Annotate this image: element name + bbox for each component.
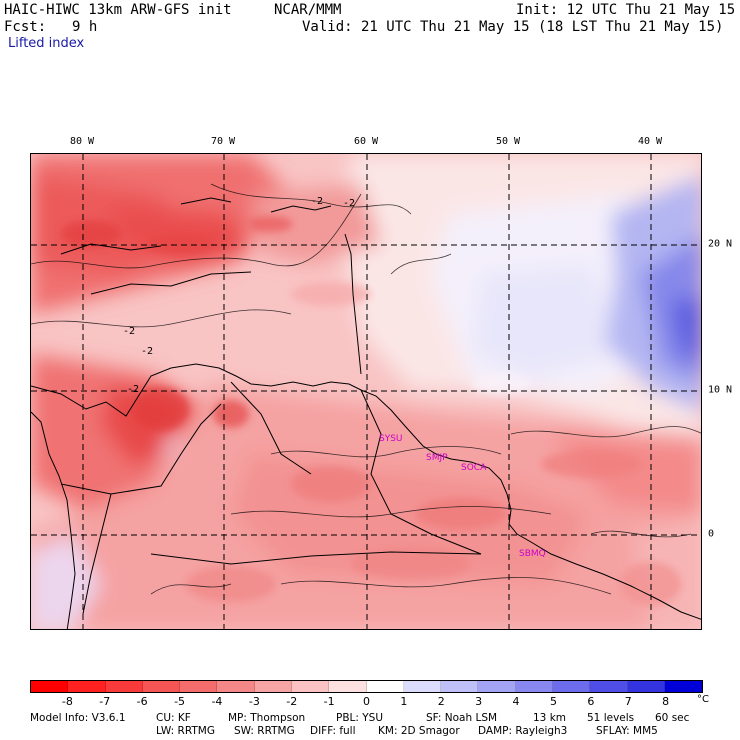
station-label-soca: SOCA <box>461 463 487 473</box>
model-info-diff: DIFF: full <box>310 725 356 737</box>
contour-label: -2 <box>141 346 153 357</box>
field-texture <box>61 216 681 606</box>
legend-swatch <box>366 681 404 692</box>
legend-swatch <box>31 681 69 692</box>
legend-tick-label: -6 <box>136 695 148 708</box>
legend-tick-label: -3 <box>248 695 260 708</box>
model-title: HAIC-HIWC 13km ARW-GFS init <box>4 2 232 18</box>
model-info-timestep: 60 sec <box>655 712 690 724</box>
contour-label: -2 <box>311 196 323 207</box>
legend-tick-label: 1 <box>400 695 408 708</box>
model-info-levels: 51 levels <box>587 712 635 724</box>
legend-tick-label: -5 <box>174 695 186 708</box>
color-legend <box>30 680 703 693</box>
field-name: Lifted index <box>8 36 85 51</box>
station-label-sysu: SYSU <box>379 434 403 444</box>
legend-tick-label: 6 <box>587 695 595 708</box>
model-info-cu: CU: KF <box>156 712 191 724</box>
model-info-lw: LW: RRTMG <box>156 725 215 737</box>
legend-swatch <box>515 681 553 692</box>
legend-swatch <box>478 681 516 692</box>
lat-label-20n: 20 N <box>708 238 733 250</box>
legend-tick-label: -8 <box>61 695 73 708</box>
legend-tick-label: 8 <box>662 695 670 708</box>
legend-swatch <box>441 681 479 692</box>
station-label-sbmq: SBMQ <box>519 549 546 559</box>
legend-swatch <box>142 681 181 692</box>
model-info-damp: DAMP: Rayleigh3 <box>478 725 568 737</box>
lon-label-60w: 60 W <box>353 136 379 147</box>
legend-tick-label: -1 <box>323 695 335 708</box>
model-info-sflay: SFLAY: MM5 <box>596 725 658 737</box>
station-label-smjp: SMJP <box>426 453 448 463</box>
legend-tick-label: 4 <box>512 695 520 708</box>
legend-swatch <box>329 681 367 692</box>
legend-tick-label: -4 <box>211 695 223 708</box>
legend-tick-label: 7 <box>624 695 632 708</box>
legend-swatch <box>291 681 330 692</box>
lon-label-70w: 70 W <box>210 136 236 147</box>
legend-swatch <box>627 681 665 692</box>
org-label: NCAR/MMM <box>274 2 342 18</box>
lat-label-10n: 10 N <box>708 384 733 396</box>
lon-label-50w: 50 W <box>495 136 521 147</box>
legend-swatch <box>105 681 143 692</box>
latlon-grid <box>31 154 701 629</box>
lon-label-80w: 80 W <box>69 136 95 147</box>
legend-swatch <box>254 681 292 692</box>
legend-tick-label: -7 <box>99 695 111 708</box>
model-info-km: KM: 2D Smagor <box>378 725 460 737</box>
coastlines <box>31 197 701 629</box>
model-info-version: Model Info: V3.6.1 <box>30 712 126 724</box>
unit-label: °C <box>697 694 709 705</box>
model-info-pbl: PBL: YSU <box>336 712 384 724</box>
legend-swatch <box>664 681 703 692</box>
valid-time: Valid: 21 UTC Thu 21 May 15 (18 LST Thu … <box>302 19 724 35</box>
contour-label: -2 <box>343 198 355 209</box>
legend-tick-label: 3 <box>475 695 483 708</box>
lat-label-0: 0 <box>708 528 715 540</box>
legend-swatch <box>180 681 218 692</box>
contour-labels: -2 -2 -2 -2 -2 <box>123 196 355 395</box>
legend-tick-label: 5 <box>549 695 557 708</box>
legend-swatch <box>68 681 106 692</box>
legend-swatch <box>590 681 628 692</box>
contour-label: -2 <box>123 326 135 337</box>
model-info-sw: SW: RRTMG <box>234 725 295 737</box>
contours <box>31 183 701 595</box>
contour-label: -2 <box>127 384 139 395</box>
lifted-index-map: -2 -2 -2 -2 -2 SYSU SMJP SOCA SBMQ <box>30 153 702 630</box>
legend-tick-label: -2 <box>286 695 298 708</box>
lon-label-40w: 40 W <box>637 136 663 147</box>
station-labels: SYSU SMJP SOCA SBMQ <box>379 434 546 559</box>
legend-tick-label: 0 <box>363 695 370 708</box>
legend-swatch <box>217 681 255 692</box>
model-info-resolution: 13 km <box>533 712 567 724</box>
forecast-hour: 9 h <box>72 19 98 35</box>
model-info-sf: SF: Noah LSM <box>426 712 498 724</box>
forecast-label: Fcst: <box>4 19 47 35</box>
legend-swatch <box>552 681 591 692</box>
legend-tick-label: 2 <box>437 695 445 708</box>
model-info-mp: MP: Thompson <box>228 712 306 724</box>
init-time: Init: 12 UTC Thu 21 May 15 <box>516 2 736 18</box>
legend-swatch <box>403 681 442 692</box>
